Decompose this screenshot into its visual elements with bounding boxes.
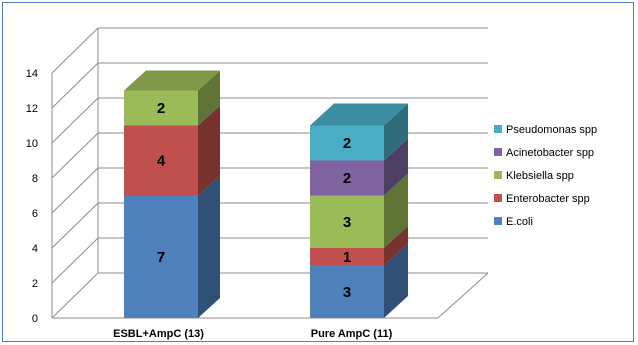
floor-right-edge xyxy=(437,272,489,319)
y-tick-label: 6 xyxy=(32,208,38,220)
y-tick-label: 4 xyxy=(32,243,38,255)
y-tick-label: 0 xyxy=(32,313,38,325)
legend-swatch xyxy=(494,125,502,133)
y-tick-label: 2 xyxy=(32,278,38,290)
bar-segment xyxy=(124,125,198,196)
bar-side-face xyxy=(384,138,408,196)
bar-side-face xyxy=(198,175,220,318)
legend-swatch xyxy=(494,171,502,179)
gridline-side xyxy=(51,132,99,179)
data-label: 1 xyxy=(343,249,351,266)
bar-side-face xyxy=(198,105,220,196)
bar-top-face xyxy=(124,70,220,91)
bar-side-face xyxy=(384,103,408,161)
bar-top-face xyxy=(310,103,408,126)
bar-segment xyxy=(310,160,384,196)
y-tick-label: 14 xyxy=(26,68,38,80)
legend-label: E.coli xyxy=(506,216,533,228)
bar-side-face xyxy=(384,173,408,248)
gridline-side xyxy=(51,27,99,74)
x-category-label: Pure AmpC (11) xyxy=(311,328,393,340)
legend-swatch xyxy=(494,148,502,156)
bar-segment xyxy=(310,195,384,248)
gridline-side xyxy=(51,272,99,319)
legend-swatch xyxy=(494,194,502,202)
bar-segment xyxy=(124,90,198,126)
bar-side-face xyxy=(384,243,408,318)
y-tick-label: 12 xyxy=(26,103,38,115)
y-tick-label: 8 xyxy=(32,173,38,185)
data-label: 2 xyxy=(157,100,165,117)
data-label: 2 xyxy=(343,170,351,187)
data-label: 4 xyxy=(157,153,166,170)
gridline-side xyxy=(51,97,99,144)
legend-label: Klebsiella spp xyxy=(506,170,574,182)
data-label: 3 xyxy=(343,284,351,301)
bar-side-face xyxy=(198,70,220,126)
legend-swatch xyxy=(494,217,502,225)
data-label: 2 xyxy=(343,135,351,152)
gridline-side xyxy=(51,62,99,109)
data-label: 3 xyxy=(343,214,351,231)
bar-segment xyxy=(124,195,198,318)
x-category-label: ESBL+AmpC (13) xyxy=(113,328,204,340)
bar-segment xyxy=(310,125,384,161)
bar-segment xyxy=(310,248,384,266)
bar-segment xyxy=(310,265,384,318)
legend-label: Pseudomonas spp xyxy=(506,124,597,136)
gridline-side xyxy=(51,237,99,284)
y-tick-label: 10 xyxy=(26,138,38,150)
gridline-side xyxy=(51,202,99,249)
bar-side-face xyxy=(384,226,408,266)
gridline-side xyxy=(51,167,99,214)
legend-label: Enterobacter spp xyxy=(506,193,590,205)
data-label: 7 xyxy=(157,249,165,266)
legend-label: Acinetobacter spp xyxy=(506,147,594,159)
